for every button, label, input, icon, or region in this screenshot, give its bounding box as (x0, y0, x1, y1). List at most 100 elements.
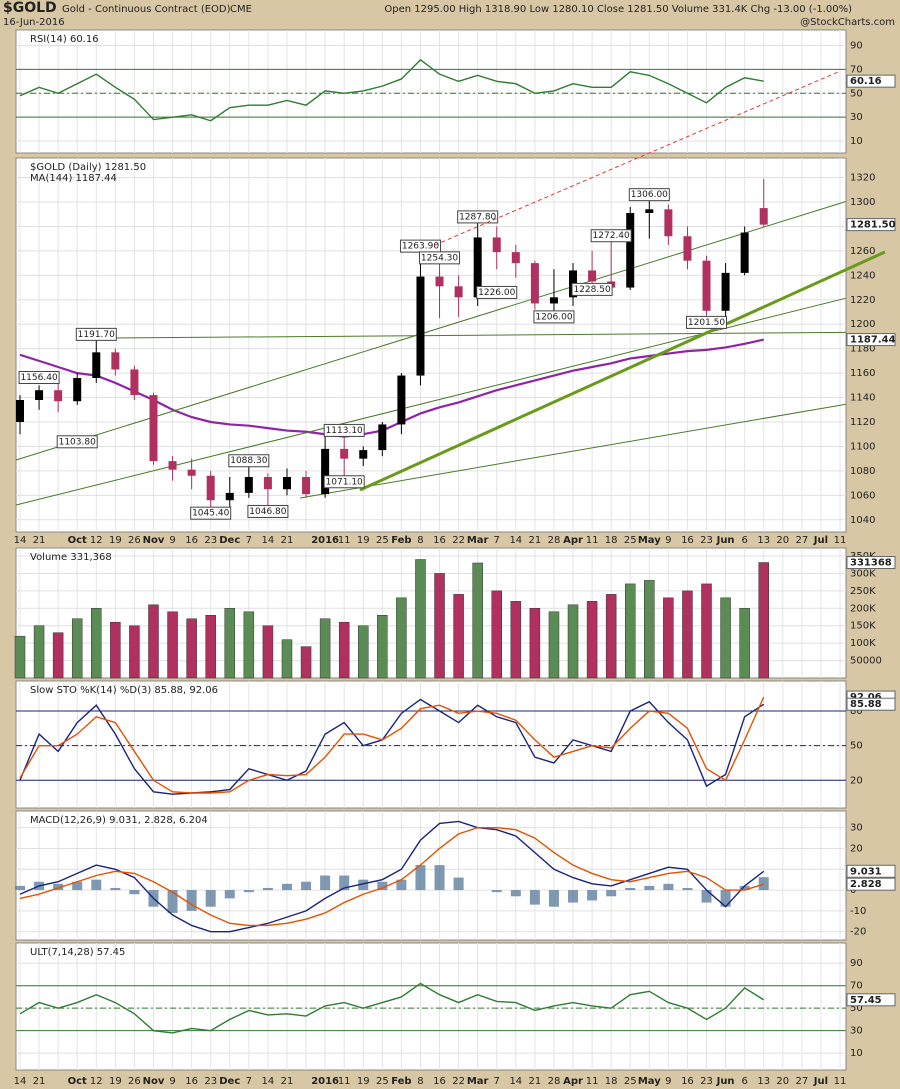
histogram-bar (396, 879, 407, 891)
annotation-label: 1046.80 (249, 507, 286, 517)
volume-bar (148, 604, 159, 679)
quote: Open 1295.00 High 1318.90 Low 1280.10 Cl… (384, 4, 852, 15)
y-tick-label: 30 (850, 1026, 863, 1037)
histogram-bar (358, 879, 369, 891)
symbol: $GOLD (3, 0, 57, 16)
annotation: 1263.90 (399, 239, 441, 253)
x-tick-label: Jul (813, 535, 828, 546)
y-tick-label: 1240 (850, 270, 875, 281)
x-tick-label: Nov (143, 535, 165, 546)
volume-bar (472, 562, 483, 679)
x-tick-label: 18 (605, 535, 618, 546)
value-flag-bg (846, 877, 896, 891)
volume-bar (205, 615, 216, 679)
annotation-label: 1263.90 (402, 242, 439, 252)
volume-bar (415, 559, 426, 679)
candle-body (683, 236, 692, 261)
annotation-box (56, 435, 98, 449)
panel-legend: RSI(14) 60.16 (30, 34, 99, 45)
histogram-bar (281, 883, 292, 891)
panel-legend: Volume 331,368 (30, 552, 112, 563)
annotation: 1206.00 (533, 310, 575, 324)
histogram-bar (568, 890, 579, 903)
x-tick-label: 9 (665, 1076, 671, 1087)
volume-bar (624, 583, 636, 679)
y-tick-label: 1140 (850, 393, 875, 404)
volume-bar (682, 590, 693, 679)
histogram-bar (434, 865, 445, 891)
y-tick-label: 100K (850, 638, 876, 649)
value-flag-bg (846, 333, 896, 347)
credit: @StockCharts.com (800, 17, 895, 28)
x-tick-label: 20 (776, 535, 789, 546)
value-flag: 331368 (850, 558, 892, 569)
candle-body (206, 475, 215, 501)
x-tick-label: 14 (262, 1076, 275, 1087)
series-line (19, 696, 765, 794)
annotation: 1191.70 (75, 327, 117, 341)
y-tick-label: 90 (850, 41, 863, 52)
x-tick-label: 2016 (311, 535, 339, 546)
value-flag-bg (846, 218, 896, 232)
y-tick-label: 50 (850, 1003, 863, 1014)
candle-body (359, 450, 368, 459)
y-tick-label: 10 (850, 1048, 863, 1059)
y-tick-label: 150K (850, 621, 876, 632)
x-tick-label: 18 (605, 1076, 618, 1087)
candle-body (721, 272, 730, 311)
volume-bar (52, 632, 64, 679)
x-tick-label: 26 (128, 535, 141, 546)
candle-body (397, 375, 406, 425)
y-tick-label: -10 (850, 906, 866, 917)
volume-bar (605, 594, 617, 679)
x-tick-label: 21 (33, 1076, 46, 1087)
annotation: 1254.30 (419, 251, 461, 265)
annotation-label: 1113.10 (326, 426, 363, 436)
x-tick-label: Jun (716, 1076, 735, 1087)
volume-bar (758, 562, 769, 679)
value-flag-bg (846, 993, 896, 1007)
x-tick-label: Dec (219, 1076, 240, 1087)
annotation-label: 1156.40 (20, 373, 57, 383)
x-tick-label: 16 (185, 1076, 198, 1087)
histogram-bar (529, 890, 540, 905)
date: 16-Jun-2016 (3, 17, 65, 28)
panel (15, 810, 847, 941)
volume-bar (224, 608, 236, 679)
x-tick-label: 19 (109, 535, 122, 546)
annotation-box (75, 327, 117, 341)
x-tick-label: 14 (262, 535, 275, 546)
histogram-bar (377, 881, 388, 891)
histogram-bar (606, 890, 617, 897)
x-tick-label: 2016 (311, 1076, 339, 1087)
value-flag: 92.06 (850, 692, 882, 703)
x-tick-label: 20 (776, 1076, 789, 1087)
volume-bar (167, 611, 178, 679)
candle-body (130, 369, 139, 396)
candle-body (378, 424, 387, 451)
annotation-box (228, 454, 270, 468)
exchange: CME (230, 4, 252, 15)
volume-bar (491, 590, 502, 679)
panel (15, 680, 847, 809)
histogram-bar (663, 883, 674, 891)
x-tick-label: 19 (357, 535, 370, 546)
histogram-bar (320, 875, 331, 891)
series-line (19, 698, 765, 795)
x-tick-label: 25 (624, 535, 637, 546)
annotation: 1226.00 (476, 285, 518, 299)
annotation-box (323, 475, 365, 489)
volume-bar (453, 594, 464, 679)
volume-bar (186, 618, 197, 679)
volume-bar (701, 583, 712, 679)
annotation-label: 1045.40 (192, 509, 229, 519)
volume-bar (281, 639, 293, 679)
x-tick-label: Oct (68, 535, 87, 546)
x-tick-label: Mar (467, 535, 489, 546)
candle-body (511, 252, 520, 264)
annotation-label: 1071.10 (326, 477, 363, 487)
candle-body (626, 213, 635, 288)
y-tick-label: 50 (850, 741, 863, 752)
projection-line (434, 71, 839, 246)
